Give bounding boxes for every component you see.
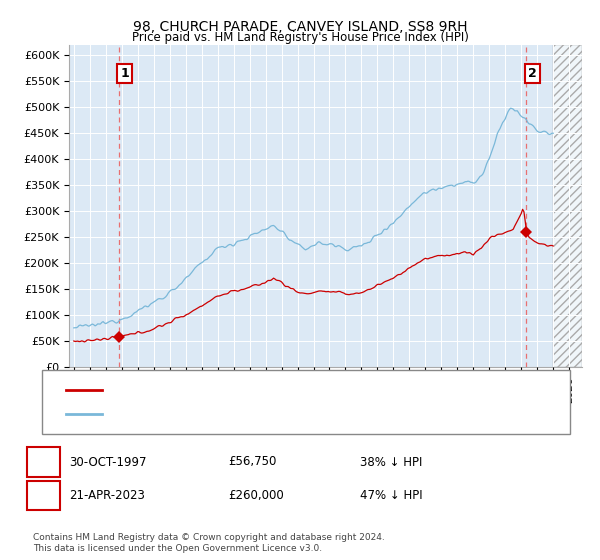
Text: Price paid vs. HM Land Registry's House Price Index (HPI): Price paid vs. HM Land Registry's House … bbox=[131, 31, 469, 44]
Text: 2: 2 bbox=[528, 67, 536, 80]
Text: 98, CHURCH PARADE, CANVEY ISLAND, SS8 9RH (detached house): 98, CHURCH PARADE, CANVEY ISLAND, SS8 9R… bbox=[111, 385, 456, 395]
Text: 21-APR-2023: 21-APR-2023 bbox=[69, 489, 145, 502]
Text: HPI: Average price, detached house, Castle Point: HPI: Average price, detached house, Cast… bbox=[111, 408, 366, 418]
Text: 38% ↓ HPI: 38% ↓ HPI bbox=[360, 455, 422, 469]
Text: 98, CHURCH PARADE, CANVEY ISLAND, SS8 9RH: 98, CHURCH PARADE, CANVEY ISLAND, SS8 9R… bbox=[133, 20, 467, 34]
Text: Contains HM Land Registry data © Crown copyright and database right 2024.
This d: Contains HM Land Registry data © Crown c… bbox=[33, 533, 385, 553]
Text: £56,750: £56,750 bbox=[228, 455, 277, 469]
Text: £260,000: £260,000 bbox=[228, 489, 284, 502]
Text: 30-OCT-1997: 30-OCT-1997 bbox=[69, 455, 146, 469]
Text: 1: 1 bbox=[121, 67, 130, 80]
Text: 1: 1 bbox=[39, 455, 48, 469]
Text: 2: 2 bbox=[39, 489, 48, 502]
Text: 47% ↓ HPI: 47% ↓ HPI bbox=[360, 489, 422, 502]
